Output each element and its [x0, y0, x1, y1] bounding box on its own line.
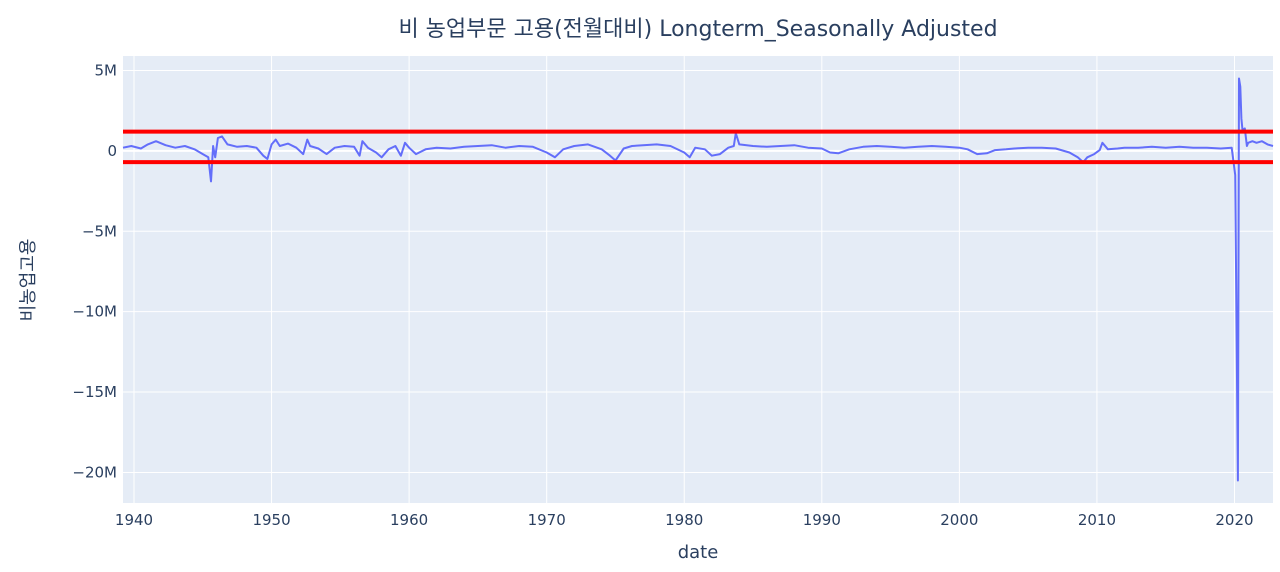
x-axis-title: date — [678, 542, 719, 563]
y-tick-label: −5M — [82, 222, 117, 240]
x-tick-label: 2000 — [940, 511, 978, 529]
y-tick-label: 0 — [107, 142, 117, 160]
y-tick-label: −20M — [72, 463, 117, 481]
x-tick-label: 2020 — [1215, 511, 1253, 529]
y-tick-label: 5M — [95, 61, 118, 79]
plot-area — [123, 56, 1273, 503]
x-tick-labels: 1940 1950 1960 1970 1980 1990 2000 2010 2020 — [115, 511, 1254, 529]
x-tick-label: 1980 — [665, 511, 703, 529]
x-tick-label: 1970 — [528, 511, 566, 529]
x-tick-label: 1950 — [252, 511, 290, 529]
chart-title: 비 농업부문 고용(전월대비) Longterm_Seasonally Adju… — [398, 17, 997, 42]
series-layer — [122, 77, 1274, 482]
y-tick-label: −15M — [72, 383, 117, 401]
series-line — [122, 77, 1274, 482]
x-tick-label: 1990 — [803, 511, 841, 529]
x-tick-label: 1960 — [390, 511, 428, 529]
bounds-layer — [123, 129, 1273, 165]
x-tick-label: 1940 — [115, 511, 153, 529]
y-tick-labels: 5M 0 −5M −10M −15M −20M — [72, 61, 117, 481]
y-axis-title: 비농업고용 — [18, 239, 39, 322]
y-tick-label: −10M — [72, 303, 117, 321]
x-tick-label: 2010 — [1078, 511, 1116, 529]
